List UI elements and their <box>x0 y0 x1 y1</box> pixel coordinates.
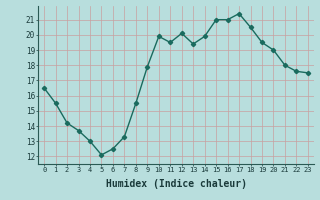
X-axis label: Humidex (Indice chaleur): Humidex (Indice chaleur) <box>106 179 246 189</box>
